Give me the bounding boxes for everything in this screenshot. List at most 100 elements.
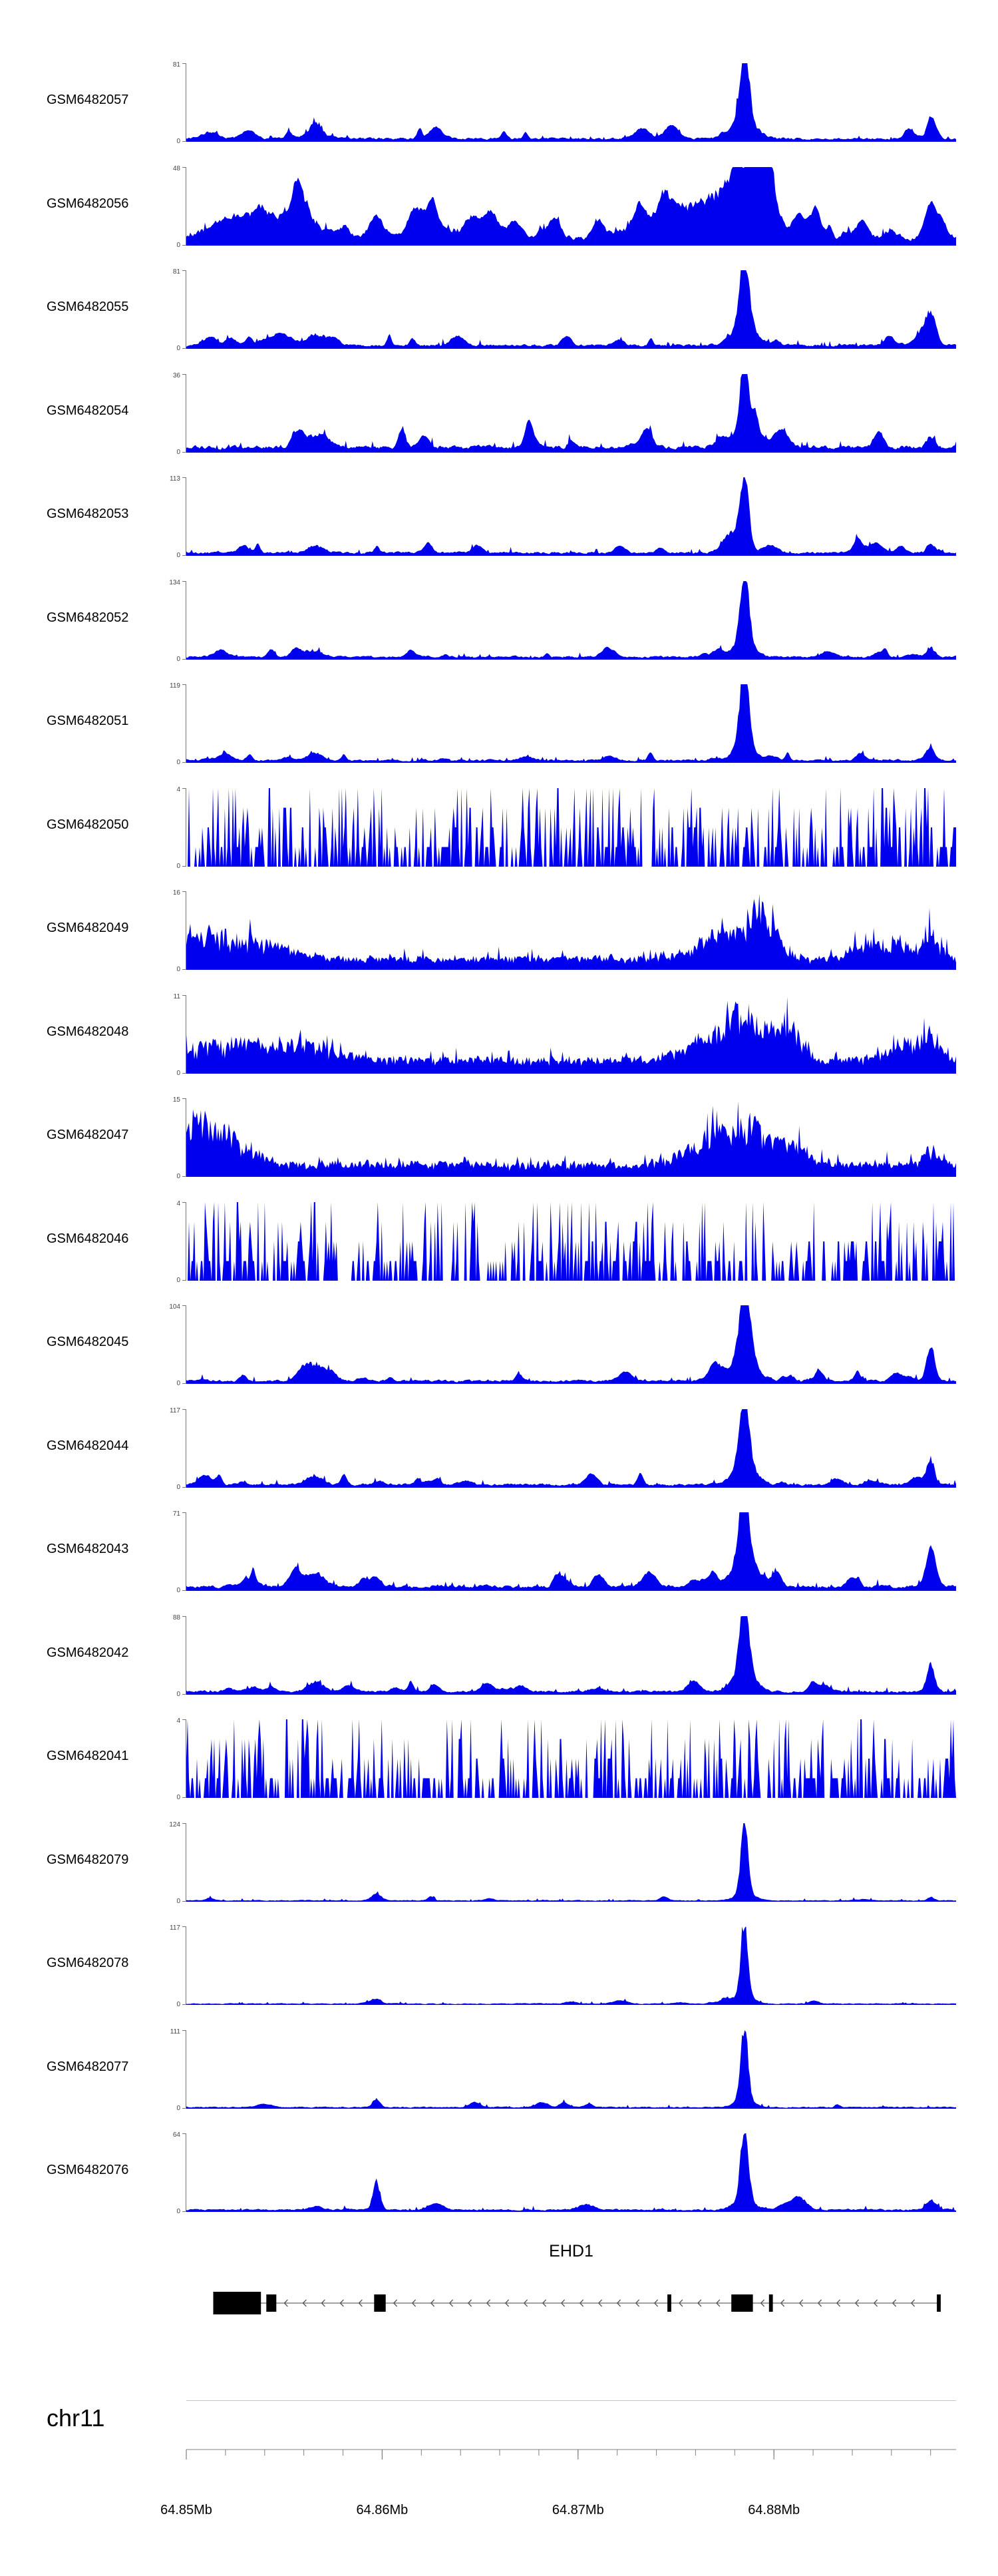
signal-area [186, 1615, 956, 1695]
track-row-GSM6482041: GSM6482041 4 0 [0, 1713, 998, 1802]
axis-tick-label: 64.88Mb [748, 2503, 800, 2517]
track-label: GSM6482054 [47, 403, 129, 418]
coverage-signal-plot: 11 0 [174, 993, 956, 1077]
track-ymin-label: 0 [176, 1898, 180, 1905]
gene-exon [937, 2294, 941, 2312]
track-ymax-label: 111 [170, 2028, 181, 2036]
signal-area [186, 1823, 956, 1902]
track-ymax-label: 81 [173, 268, 181, 276]
coverage-signal-plot: 15 0 [173, 1096, 956, 1180]
signal-area [186, 63, 956, 142]
track-ymax-label: 117 [170, 1924, 180, 1932]
track-row-GSM6482043: GSM6482043 71 0 [0, 1506, 998, 1595]
track-ymin-label: 0 [176, 2105, 180, 2112]
signal-area [186, 2030, 956, 2109]
gene-exon [768, 2294, 773, 2312]
track-row-GSM6482055: GSM6482055 81 0 [0, 264, 998, 353]
gene-exon [667, 2294, 671, 2312]
track-ymax-label: 117 [170, 1407, 180, 1414]
signal-area [186, 1719, 956, 1798]
track-ymax-label: 71 [173, 1510, 181, 1518]
gene-exon [374, 2294, 386, 2312]
strand-arrow-icon [283, 2299, 288, 2307]
strand-arrow-icon [817, 2299, 822, 2307]
track-ymax-label: 134 [169, 579, 180, 586]
coverage-signal-plot: 81 0 [173, 61, 956, 145]
strand-arrow-icon [339, 2299, 344, 2307]
track-ymax-label: 64 [173, 2131, 181, 2139]
coverage-signal-plot: 124 0 [169, 1821, 956, 1905]
strand-arrow-icon [504, 2299, 510, 2307]
signal-area [186, 684, 956, 763]
track-row-GSM6482054: GSM6482054 36 0 [0, 367, 998, 457]
track-row-GSM6482076: GSM6482076 64 0 [0, 2127, 998, 2216]
strand-arrow-icon [910, 2299, 915, 2307]
track-ymax-label: 15 [173, 1096, 181, 1104]
coverage-signal-plot: 111 0 [170, 2028, 956, 2112]
track-label: GSM6482053 [47, 507, 129, 521]
coverage-signal-plot: 40 [176, 1717, 956, 1801]
strand-arrow-icon [836, 2299, 841, 2307]
coverage-signal-plot: 71 0 [173, 1510, 956, 1594]
track-ymin-label: 0 [176, 1691, 180, 1698]
track-row-GSM6482056: GSM6482056 48 0 [0, 160, 998, 250]
strand-arrow-icon [560, 2299, 566, 2307]
track-ymin-label: 0 [176, 345, 180, 352]
track-ymin-label: 0 [176, 863, 180, 870]
track-ymin-label: 0 [176, 966, 180, 973]
track-ymax-label: 16 [173, 889, 181, 897]
track-ymax-label: 4 [176, 1717, 180, 1725]
track-row-GSM6482077: GSM6482077 111 0 [0, 2024, 998, 2113]
gene-exon [266, 2294, 277, 2312]
strand-arrow-icon [798, 2299, 804, 2307]
signal-area [186, 1408, 956, 1488]
track-label: GSM6482078 [47, 1956, 129, 1970]
signal-area [186, 477, 956, 556]
track-ymin-label: 0 [176, 242, 180, 249]
strand-arrow-icon [854, 2299, 860, 2307]
strand-arrow-icon [542, 2299, 547, 2307]
strand-arrow-icon [579, 2299, 584, 2307]
strand-arrow-icon [873, 2299, 878, 2307]
signal-area [186, 1926, 956, 2005]
coverage-signal-plot: 81 0 [173, 268, 956, 352]
strand-arrow-icon [715, 2299, 721, 2307]
strand-arrow-icon [635, 2299, 640, 2307]
track-ymin-label: 0 [176, 1173, 180, 1180]
signal-area [186, 894, 956, 970]
track-row-GSM6482052: GSM6482052 134 0 [0, 574, 998, 664]
track-label: GSM6482052 [47, 610, 129, 625]
track-row-GSM6482051: GSM6482051 119 0 [0, 678, 998, 767]
coverage-signal-plot: 104 0 [169, 1303, 956, 1387]
coverage-signal-plot: 134 0 [169, 579, 956, 663]
strand-arrow-icon [302, 2299, 307, 2307]
coverage-signal-plot: 40 [176, 786, 956, 870]
track-ymin-label: 0 [176, 1587, 180, 1594]
track-label: GSM6482042 [47, 1645, 129, 1660]
coverage-signal-plot: 64 0 [173, 2131, 956, 2215]
track-row-GSM6482057: GSM6482057 81 0 [0, 57, 998, 146]
strand-arrow-icon [430, 2299, 435, 2307]
track-row-GSM6482078: GSM6482078 117 0 [0, 1920, 998, 2009]
coverage-signal-plot: 36 0 [173, 372, 956, 456]
track-label: GSM6482045 [47, 1335, 129, 1349]
track-ymax-label: 113 [170, 475, 180, 483]
track-row-GSM6482079: GSM6482079 124 0 [0, 1817, 998, 1906]
track-ymax-label: 11 [174, 993, 181, 1000]
gene-model [213, 2292, 941, 2314]
strand-arrow-icon [597, 2299, 603, 2307]
track-ymin-label: 0 [176, 1070, 180, 1077]
track-row-GSM6482050: GSM6482050 4 0 [0, 781, 998, 871]
strand-arrow-icon [780, 2299, 785, 2307]
strand-arrow-icon [467, 2299, 472, 2307]
track-ymin-label: 0 [176, 1484, 180, 1491]
track-label: GSM6482050 [47, 817, 129, 832]
track-ymin-label: 0 [176, 759, 180, 766]
track-row-GSM6482049: GSM6482049 16 0 [0, 885, 998, 974]
track-ymin-label: 0 [176, 1277, 180, 1284]
track-ymin-label: 0 [176, 1794, 180, 1801]
signal-area [186, 1512, 956, 1591]
track-row-GSM6482044: GSM6482044 117 0 [0, 1402, 998, 1492]
axis-tick-label: 64.85Mb [160, 2503, 212, 2517]
